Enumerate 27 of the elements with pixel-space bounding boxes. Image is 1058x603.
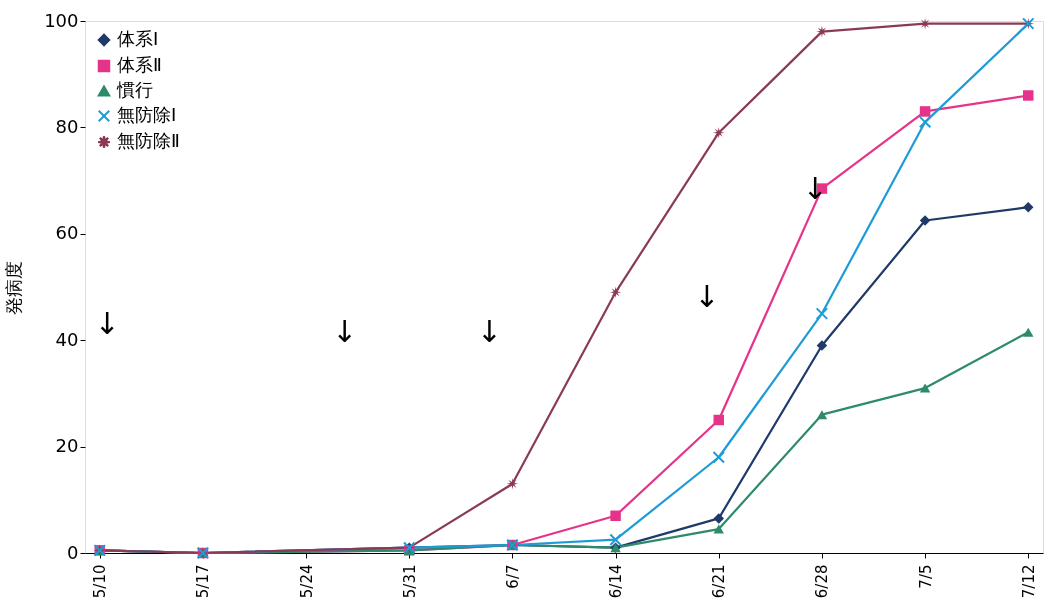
annotation: ↓ (476, 314, 502, 350)
x-tick-label: 7/5 (916, 564, 935, 589)
y-tick-label: 80 (55, 115, 79, 137)
y-tick-label: 100 (44, 9, 79, 31)
y-tick-label: 20 (55, 435, 79, 457)
legend-label: 無防除Ⅱ (117, 130, 180, 151)
legend-label: 慣行 (116, 79, 153, 100)
x-tick-label: 5/17 (194, 564, 213, 599)
x-tick-label: 6/14 (607, 564, 626, 599)
y-tick-label: 40 (55, 328, 79, 350)
x-tick-label: 5/31 (400, 564, 419, 599)
annotation: ↓ (694, 278, 720, 314)
x-tick-label: 6/28 (813, 564, 832, 599)
y-tick-label: 0 (67, 541, 79, 563)
x-tick-label: 5/24 (297, 564, 316, 599)
legend-label: 無防除Ⅰ (117, 104, 177, 125)
annotation: ↓ (94, 306, 120, 342)
x-tick-label: 6/7 (503, 564, 522, 589)
x-tick-label: 7/12 (1019, 564, 1038, 599)
y-axis-title: 発病度 (3, 260, 25, 315)
annotation: ↓ (802, 170, 828, 206)
legend-label: 体系Ⅰ (117, 28, 159, 49)
annotation: ↓ (332, 314, 358, 350)
x-tick-label: 6/21 (710, 564, 729, 599)
legend-label: 体系Ⅱ (117, 54, 162, 75)
y-tick-label: 60 (55, 222, 79, 244)
x-tick-label: 5/10 (91, 564, 110, 599)
